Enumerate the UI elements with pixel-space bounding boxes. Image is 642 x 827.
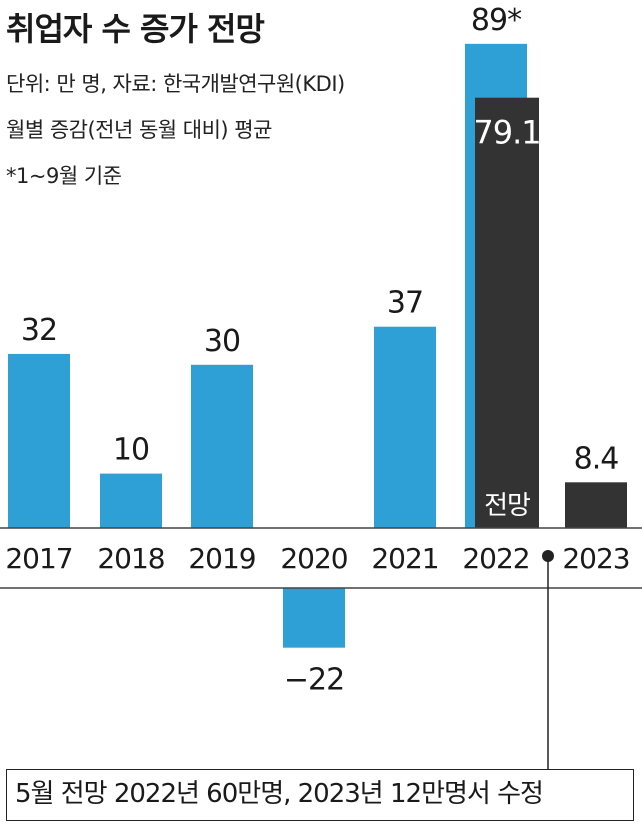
bar-forecast-2023 [565,482,627,528]
x-tick-2020: 2020 [280,542,347,575]
callout-dot [542,550,554,562]
forecast-tag: 전망 [484,491,530,521]
bar-actual-2017 [8,353,70,528]
x-tick-2023: 2023 [562,542,629,575]
data-label-2022: 89* [471,3,522,38]
x-tick-2019: 2019 [188,542,255,575]
forecast-label-2022: 79.1 [473,114,540,152]
data-label-2021: 37 [387,286,423,321]
x-tick-2021: 2021 [371,542,438,575]
bar-actual-2018 [100,473,162,528]
x-tick-2022: 2022 [462,542,529,575]
chart-title: 취업자 수 증가 전망 [6,10,265,48]
measure-note: 월별 증감(전년 동월 대비) 평균 [6,118,272,142]
x-tick-2018: 2018 [97,542,164,575]
revision-footnote: 5월 전망 2022년 60만명, 2023년 12만명서 수정 [6,769,634,821]
footnote-note: *1~9월 기준 [6,164,122,188]
x-tick-2017: 2017 [5,542,72,575]
unit-source-note: 단위: 만 명, 자료: 한국개발연구원(KDI) [6,72,345,96]
bar-actual-2020 [283,588,345,648]
bar-actual-2021 [374,326,436,528]
bar-forecast-2022 [475,97,539,529]
bar-actual-2019 [191,364,253,528]
data-label-2019: 30 [204,324,240,359]
data-label-2018: 10 [113,433,149,468]
data-label-2017: 32 [21,313,57,348]
data-label-2020: −22 [284,663,344,698]
forecast-label-2023: 8.4 [574,441,619,476]
